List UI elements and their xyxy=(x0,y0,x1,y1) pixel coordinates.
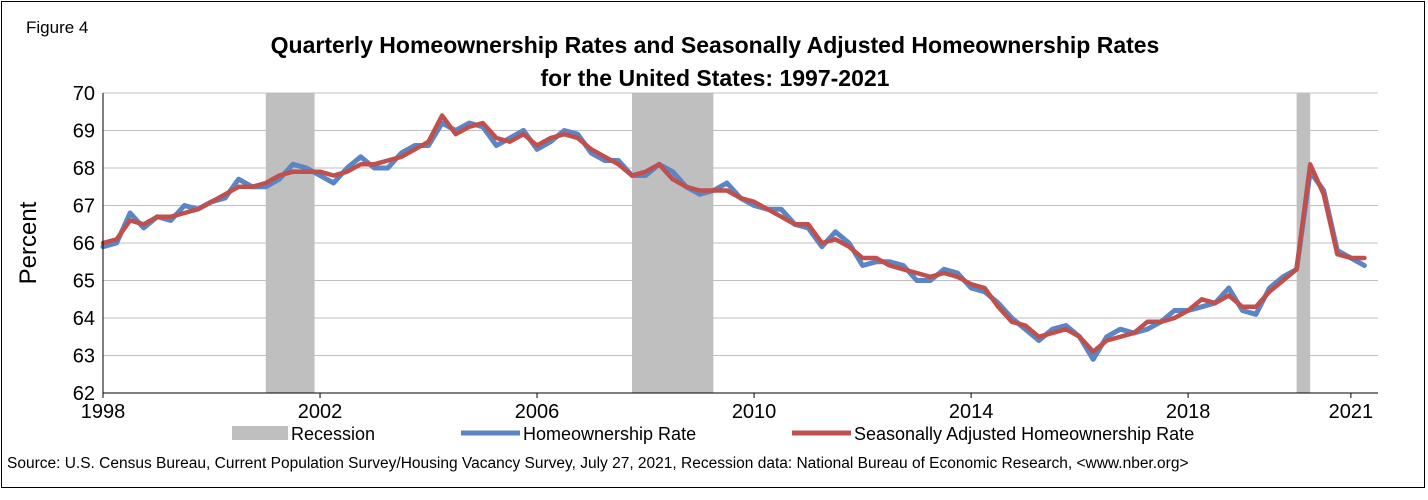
x-tick-label: 1998 xyxy=(81,401,126,423)
y-axis-label: Percent xyxy=(15,201,42,284)
legend-recession-swatch xyxy=(232,426,288,440)
y-tick-label: 63 xyxy=(73,346,95,368)
x-tick-label: 2006 xyxy=(515,401,560,423)
x-tick-label: 2002 xyxy=(298,401,343,423)
series-lines xyxy=(100,113,1367,362)
x-tick-label: 2010 xyxy=(732,401,777,423)
chart-title-line-2: for the United States: 1997-2021 xyxy=(540,65,890,91)
y-tick-label: 70 xyxy=(73,83,95,105)
x-tick-label: 2018 xyxy=(1166,401,1211,423)
axes: 62 63 64 65 66 67 68 69 70 1998 2002 2006 2010 2014 20… xyxy=(15,83,1378,423)
legend-seasonally-adjusted-label: Seasonally Adjusted Homeownership Rate xyxy=(854,424,1194,444)
seasonally-adjusted-line xyxy=(100,113,1367,354)
y-tick-label: 66 xyxy=(73,233,95,255)
figure-label: Figure 4 xyxy=(26,18,89,37)
y-tick-label: 65 xyxy=(73,271,95,293)
chart-title: Quarterly Homeownership Rates and Season… xyxy=(100,29,1330,95)
source-note: Source: U.S. Census Bureau, Current Popu… xyxy=(7,455,1189,472)
legend-recession-label: Recession xyxy=(291,424,375,444)
chart-title-line-1: Quarterly Homeownership Rates and Season… xyxy=(270,32,1160,58)
x-tick-label: 2021 xyxy=(1329,401,1374,423)
chart-frame xyxy=(1,1,1425,488)
y-tick-label: 64 xyxy=(73,308,95,330)
y-tick-label: 62 xyxy=(73,383,95,405)
y-tick-label: 69 xyxy=(73,121,95,143)
legend: Recession Homeownership Rate Seasonally Ad… xyxy=(232,424,1194,444)
x-tick-label: 2014 xyxy=(949,401,994,423)
y-tick-label: 67 xyxy=(73,196,95,218)
legend-homeownership-label: Homeownership Rate xyxy=(523,424,696,444)
y-tick-label: 68 xyxy=(73,158,95,180)
